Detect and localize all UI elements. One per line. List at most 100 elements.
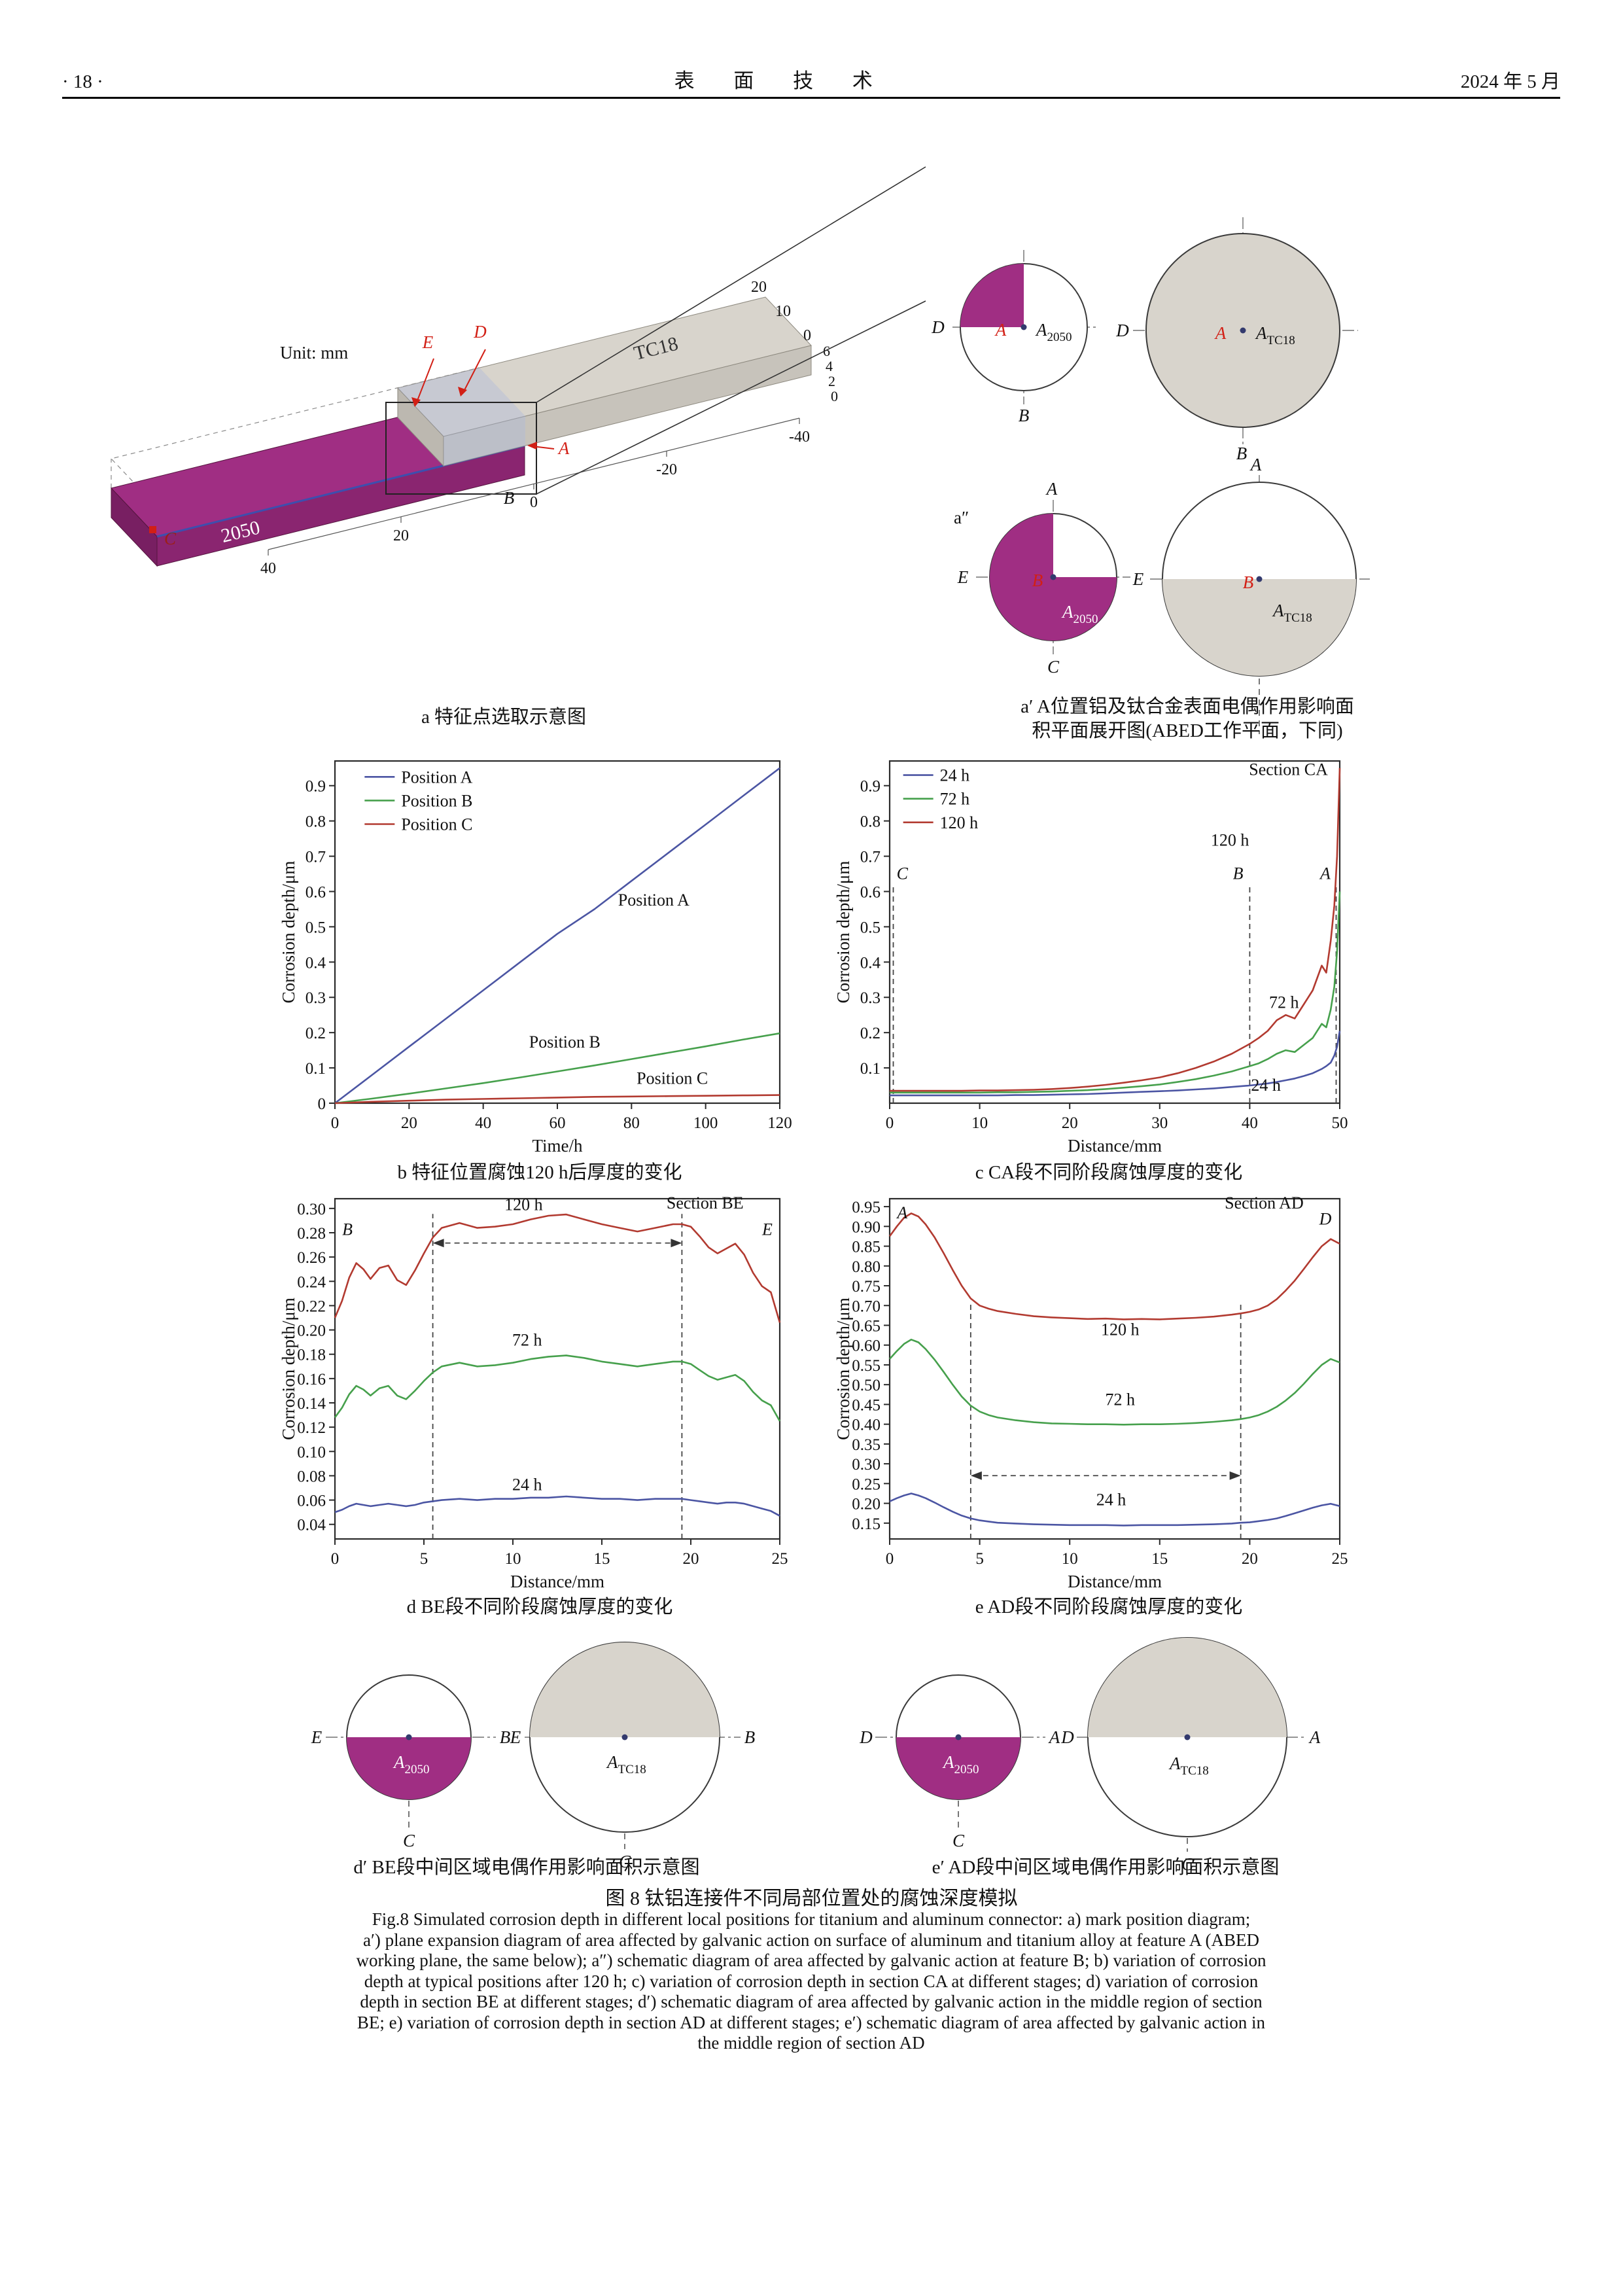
plate-tc18-titanium — [397, 296, 812, 467]
svg-text:0: 0 — [886, 1114, 894, 1132]
caption-e-prime: e′ AD段中间区域电偶作用影响面积示意图 — [932, 1857, 1280, 1878]
dir-label-d: D — [1060, 1727, 1074, 1747]
svg-text:0.8: 0.8 — [305, 813, 326, 831]
svg-text:30: 30 — [1151, 1114, 1168, 1132]
point-a-label: A — [557, 438, 570, 458]
svg-text:Corrosion depth/μm: Corrosion depth/μm — [833, 1298, 853, 1440]
svg-text:0.45: 0.45 — [852, 1396, 881, 1414]
point-e-label: E — [422, 332, 434, 352]
dir-label-e: E — [1132, 569, 1144, 589]
svg-text:0.14: 0.14 — [297, 1395, 326, 1413]
galvanic-a-aluminum-circle: D B A A2050 — [931, 250, 1099, 425]
svg-text:0.7: 0.7 — [305, 849, 326, 866]
svg-text:0.2: 0.2 — [860, 1025, 881, 1042]
be-titanium-circle: E B ATC18 C — [510, 1642, 755, 1871]
dir-label-c: C — [1047, 657, 1060, 677]
svg-text:0.4: 0.4 — [860, 954, 881, 972]
svg-text:0.30: 0.30 — [852, 1456, 881, 1474]
chart-section-ad: 0 5 10 15 20 25 0.15 0.20 0.250.30 0.35 0.40 0.45 0.… — [833, 1193, 1348, 1591]
svg-text:72 h: 72 h — [1269, 993, 1299, 1012]
svg-text:0.6: 0.6 — [860, 883, 881, 901]
dir-label-c: C — [952, 1831, 965, 1850]
dir-label-a: A — [1249, 455, 1262, 474]
svg-text:120 h: 120 h — [940, 813, 979, 832]
feature-a-label: A — [994, 320, 1007, 340]
dir-label-e: E — [510, 1727, 521, 1747]
svg-text:40: 40 — [475, 1114, 491, 1132]
svg-text:Distance/mm: Distance/mm — [510, 1572, 604, 1591]
issue-date: 2024 年 5 月 — [1460, 71, 1560, 92]
caption-b: b 特征位置腐蚀120 h后厚度的变化 — [397, 1162, 682, 1183]
svg-text:0.1: 0.1 — [860, 1060, 881, 1078]
svg-text:72 h: 72 h — [940, 790, 970, 809]
svg-text:15: 15 — [1151, 1550, 1168, 1568]
ad-aluminum-circle: D A A2050 C — [859, 1674, 1060, 1850]
svg-text:0.8: 0.8 — [860, 813, 881, 831]
svg-text:0.28: 0.28 — [297, 1225, 326, 1243]
chart-section-ca: 0 10 20 30 40 50 0.1 0.2 0.3 0.4 0.5 0.6 0.7 0.8 0.9 Di… — [833, 760, 1348, 1156]
dir-label-b: B — [1236, 444, 1248, 463]
svg-text:0.26: 0.26 — [297, 1249, 326, 1267]
be-aluminum-circle: E B A2050 C — [311, 1674, 510, 1850]
page-number: · 18 · — [62, 71, 103, 92]
area-label-a2050: A2050 — [942, 1752, 979, 1776]
chart-section-be: 0 5 10 15 20 25 0.04 0.06 0.08 0.10 0.12 0.14 0.16 0.… — [279, 1193, 788, 1591]
svg-text:25: 25 — [1332, 1550, 1348, 1568]
area-label-atc18: ATC18 — [1272, 601, 1312, 625]
dir-label-c: C — [403, 1831, 415, 1850]
dir-label-c: C — [1181, 1854, 1194, 1874]
panel-a-3d-schematic: 40 20 0 -20 -40 20 10 0 6 4 2 0 Unit: mm… — [110, 279, 838, 577]
svg-text:0.65: 0.65 — [852, 1317, 881, 1335]
figure-caption-en: Fig.8 Simulated corrosion depth in diffe… — [121, 1909, 1501, 2054]
dir-label-a: A — [1048, 1727, 1060, 1747]
svg-text:0.9: 0.9 — [860, 778, 881, 796]
svg-text:5: 5 — [975, 1550, 984, 1568]
svg-text:24 h: 24 h — [512, 1475, 542, 1494]
svg-text:120 h: 120 h — [504, 1195, 543, 1214]
svg-text:E: E — [761, 1220, 773, 1239]
svg-text:10: 10 — [505, 1550, 521, 1568]
caption-d-prime: d′ BE段中间区域电偶作用影响面积示意图 — [353, 1857, 700, 1878]
svg-text:0.4: 0.4 — [305, 954, 326, 972]
svg-text:0: 0 — [886, 1550, 894, 1568]
svg-text:0.20: 0.20 — [297, 1322, 326, 1340]
svg-text:80: 80 — [623, 1114, 640, 1132]
svg-text:24 h: 24 h — [1251, 1076, 1281, 1095]
dir-label-a: A — [1045, 479, 1058, 499]
svg-text:0.40: 0.40 — [852, 1417, 881, 1434]
svg-text:0.60: 0.60 — [852, 1337, 881, 1355]
svg-text:0.15: 0.15 — [852, 1515, 881, 1533]
svg-text:0.50: 0.50 — [852, 1377, 881, 1394]
svg-text:0.10: 0.10 — [297, 1443, 326, 1461]
feature-b-label: B — [1243, 573, 1254, 592]
header-rule — [62, 97, 1560, 99]
caption-d: d BE段不同阶段腐蚀厚度的变化 — [406, 1597, 673, 1617]
wid-tick-10: 10 — [775, 303, 791, 320]
svg-text:B: B — [342, 1220, 353, 1239]
svg-text:D: D — [1319, 1209, 1332, 1228]
dir-label-b: B — [1019, 406, 1030, 425]
len-tick-40: 40 — [260, 560, 276, 577]
svg-text:60: 60 — [550, 1114, 566, 1132]
svg-text:0.22: 0.22 — [297, 1298, 326, 1315]
svg-text:A: A — [896, 1203, 907, 1222]
thk-tick-6: 6 — [823, 343, 830, 359]
svg-text:Section AD: Section AD — [1225, 1193, 1304, 1212]
svg-text:0.04: 0.04 — [297, 1517, 326, 1534]
svg-text:5: 5 — [420, 1550, 428, 1568]
caption-a: a 特征点选取示意图 — [421, 707, 587, 728]
ad-titanium-circle: D A ATC18 C — [1060, 1637, 1321, 1874]
caption-en-line: BE; e) variation of corrosion depth in s… — [357, 2012, 1266, 2032]
point-c-label: C — [164, 529, 177, 548]
svg-text:0: 0 — [331, 1550, 340, 1568]
caption-e: e AD段不同阶段腐蚀厚度的变化 — [975, 1597, 1243, 1617]
svg-text:20: 20 — [1062, 1114, 1078, 1132]
svg-text:Position B: Position B — [529, 1033, 601, 1051]
caption-c: c CA段不同阶段腐蚀厚度的变化 — [975, 1162, 1243, 1183]
caption-en-line: depth in section BE at different stages;… — [360, 1992, 1263, 2011]
panel-e-prime-ad-circles: D A A2050 C D A ATC18 C — [859, 1637, 1321, 1874]
svg-text:0.5: 0.5 — [305, 919, 326, 936]
svg-text:Corrosion depth/μm: Corrosion depth/μm — [279, 861, 298, 1004]
svg-text:72 h: 72 h — [1106, 1390, 1136, 1409]
svg-text:B: B — [1233, 864, 1244, 883]
